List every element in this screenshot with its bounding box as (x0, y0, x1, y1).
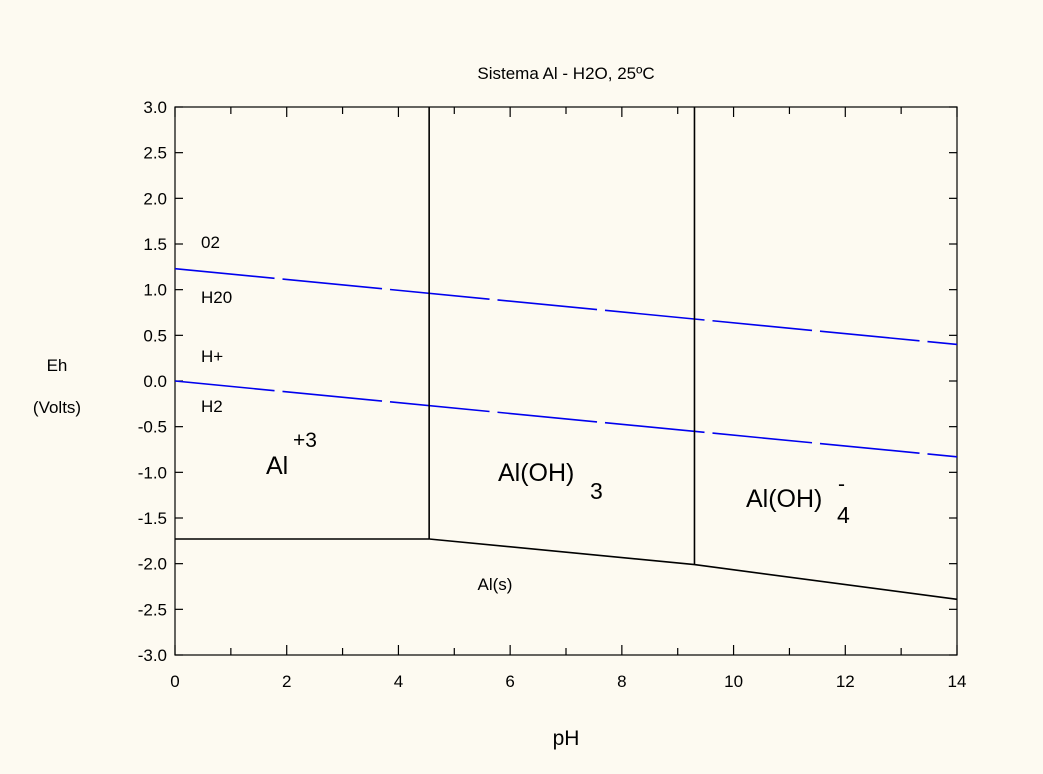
y-tick-label: 2.5 (143, 144, 167, 163)
x-axis-label: pH (553, 727, 580, 750)
y-axis-ticks: 3.0 2.5 2.0 1.5 1.0 0.5 0.0 -0.5 -1.0 -1.5 -2.0 -2.… (138, 98, 957, 665)
x-tick-label: 10 (724, 672, 743, 691)
x-tick-label: 8 (617, 672, 626, 691)
label-hplus: H+ (201, 347, 223, 366)
x-tick-label: 12 (836, 672, 855, 691)
region-aloh4-sub: 4 (837, 502, 850, 528)
plot-frame (174, 106, 958, 656)
y-tick-label: 1.0 (143, 281, 167, 300)
chart-series (174, 107, 958, 601)
y-tick-label: -0.5 (138, 418, 167, 437)
label-h2: H2 (201, 397, 223, 416)
x-tick-label: 0 (170, 672, 179, 691)
y-tick-label: 0.5 (143, 326, 167, 345)
x-tick-label: 14 (948, 672, 967, 691)
y-tick-label: 1.5 (143, 235, 167, 254)
y-axis-label-volts: (Volts) (33, 398, 81, 417)
region-aloh4-base: Al(OH) (746, 485, 822, 513)
x-tick-label: 6 (505, 672, 514, 691)
region-al3-sup: +3 (293, 429, 317, 452)
y-tick-label: -3.0 (138, 646, 167, 665)
y-tick-label: -2.0 (138, 555, 167, 574)
y-tick-label: -1.5 (138, 509, 167, 528)
y-tick-label: -2.5 (138, 600, 167, 619)
label-h2o: H20 (201, 288, 232, 307)
chart-title: Sistema Al - H2O, 25ºC (477, 64, 654, 83)
region-aloh4-sup: - (838, 473, 845, 496)
x-axis-ticks: 0 2 4 6 8 10 12 14 (170, 107, 966, 691)
label-o2: 02 (201, 233, 220, 252)
region-aloh3-base: Al(OH) (498, 459, 574, 487)
x-tick-label: 4 (394, 672, 403, 691)
region-al3-base: Al (266, 452, 288, 480)
water-stability-line (174, 267, 958, 346)
y-tick-label: -1.0 (138, 463, 167, 482)
region-aloh3-sub: 3 (590, 478, 603, 504)
y-tick-label: 2.0 (143, 189, 167, 208)
y-tick-label: 3.0 (143, 98, 167, 117)
water-stability-line (174, 380, 958, 458)
region-al-solid: Al(s) (478, 575, 513, 594)
y-axis-label-eh: Eh (47, 356, 68, 375)
y-tick-label: 0.0 (143, 372, 167, 391)
x-tick-label: 2 (282, 672, 291, 691)
